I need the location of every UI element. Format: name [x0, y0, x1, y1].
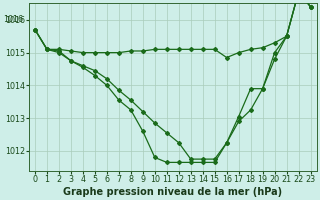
X-axis label: Graphe pression niveau de la mer (hPa): Graphe pression niveau de la mer (hPa)	[63, 187, 282, 197]
Text: 1016: 1016	[4, 15, 23, 24]
